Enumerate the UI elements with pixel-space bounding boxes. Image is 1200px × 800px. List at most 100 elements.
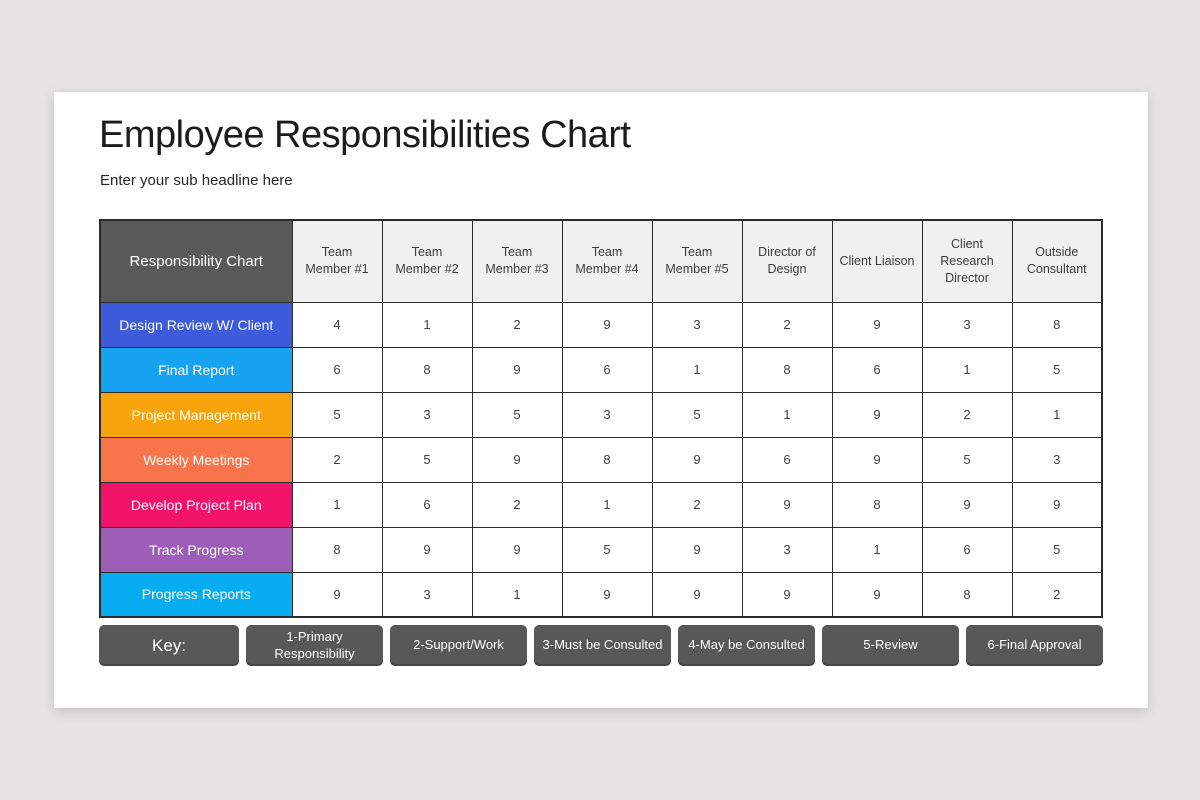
legend-key-label: Key: [99, 625, 239, 666]
table-cell-value: 9 [831, 571, 923, 618]
table-cell-value: 6 [381, 481, 473, 528]
column-header: Team Member #4 [561, 219, 653, 303]
table-cell-value: 6 [831, 346, 923, 393]
table-cell-value: 2 [471, 301, 563, 348]
table-row: Develop Project Plan 1 6 2 1 2 9 8 9 9 [99, 481, 1103, 528]
table-cell-value: 8 [381, 346, 473, 393]
table-cell-value: 6 [741, 436, 833, 483]
table-cell-value: 5 [471, 391, 563, 438]
table-header-row: Responsibility Chart Team Member #1 Team … [99, 219, 1103, 303]
table-cell-value: 1 [561, 481, 653, 528]
row-label: Design Review W/ Client [99, 301, 293, 348]
legend-item: 3-Must be Consulted [534, 625, 671, 666]
table-cell-value: 3 [651, 301, 743, 348]
table-cell-value: 9 [471, 436, 563, 483]
row-label: Track Progress [99, 526, 293, 573]
table-cell-value: 1 [291, 481, 383, 528]
table-cell-value: 1 [381, 301, 473, 348]
row-label: Progress Reports [99, 571, 293, 618]
column-header: Team Member #5 [651, 219, 743, 303]
legend-item: 6-Final Approval [966, 625, 1103, 666]
table-row: Progress Reports 9 3 1 9 9 9 9 8 2 [99, 571, 1103, 618]
table-cell-value: 2 [471, 481, 563, 528]
row-label: Project Management [99, 391, 293, 438]
table-cell-value: 3 [741, 526, 833, 573]
table-cell-value: 1 [831, 526, 923, 573]
table-cell-value: 5 [381, 436, 473, 483]
table-cell-value: 2 [651, 481, 743, 528]
page-subtitle: Enter your sub headline here [100, 172, 293, 189]
table-row: Final Report 6 8 9 6 1 8 6 1 5 [99, 346, 1103, 393]
table-cell-value: 5 [921, 436, 1013, 483]
table-cell-value: 6 [291, 346, 383, 393]
table-row: Design Review W/ Client 4 1 2 9 3 2 9 3 8 [99, 301, 1103, 348]
table-cell-value: 9 [831, 301, 923, 348]
table-cell-value: 5 [1011, 526, 1103, 573]
table-cell-value: 3 [1011, 436, 1103, 483]
table-cell-value: 9 [471, 526, 563, 573]
legend-item: 1-Primary Responsibility [246, 625, 383, 666]
table-cell-value: 9 [651, 526, 743, 573]
row-label: Weekly Meetings [99, 436, 293, 483]
table-cell-value: 8 [921, 571, 1013, 618]
column-header: Team Member #2 [381, 219, 473, 303]
table-cell-value: 2 [1011, 571, 1103, 618]
table-cell-value: 3 [381, 571, 473, 618]
table-cell-value: 4 [291, 301, 383, 348]
column-header: Director of Design [741, 219, 833, 303]
table-cell-value: 9 [471, 346, 563, 393]
table-cell-value: 1 [921, 346, 1013, 393]
table-cell-value: 2 [291, 436, 383, 483]
table-cell-value: 8 [1011, 301, 1103, 348]
table-row: Weekly Meetings 2 5 9 8 9 6 9 5 3 [99, 436, 1103, 483]
table-cell-value: 9 [381, 526, 473, 573]
table-cell-value: 9 [741, 571, 833, 618]
table-cell-value: 5 [291, 391, 383, 438]
table-cell-value: 8 [741, 346, 833, 393]
responsibility-table: Responsibility Chart Team Member #1 Team … [99, 219, 1103, 618]
legend-item: 5-Review [822, 625, 959, 666]
table-cell-value: 2 [921, 391, 1013, 438]
table-row: Project Management 5 3 5 3 5 1 9 2 1 [99, 391, 1103, 438]
table-cell-value: 9 [921, 481, 1013, 528]
slide-card: Employee Responsibilities Chart Enter yo… [54, 92, 1148, 708]
table-cell-value: 1 [651, 346, 743, 393]
page-title: Employee Responsibilities Chart [99, 114, 631, 156]
table-cell-value: 9 [651, 571, 743, 618]
table-cell-value: 8 [831, 481, 923, 528]
table-cell-value: 3 [921, 301, 1013, 348]
table-cell-value: 1 [741, 391, 833, 438]
column-header: Client Liaison [831, 219, 923, 303]
table-cell-value: 9 [561, 301, 653, 348]
table-cell-value: 5 [561, 526, 653, 573]
column-header: Team Member #3 [471, 219, 563, 303]
table-cell-value: 9 [561, 571, 653, 618]
table-cell-value: 2 [741, 301, 833, 348]
table-cell-value: 1 [1011, 391, 1103, 438]
table-cell-value: 6 [561, 346, 653, 393]
table-cell-value: 3 [561, 391, 653, 438]
table-cell-value: 1 [471, 571, 563, 618]
legend-item: 4-May be Consulted [678, 625, 815, 666]
table-cell-value: 9 [831, 436, 923, 483]
column-header: Outside Consultant [1011, 219, 1103, 303]
column-header: Team Member #1 [291, 219, 383, 303]
table-cell-value: 8 [561, 436, 653, 483]
table-cell-value: 6 [921, 526, 1013, 573]
table-corner-header: Responsibility Chart [99, 219, 293, 303]
legend-item: 2-Support/Work [390, 625, 527, 666]
table-cell-value: 5 [1011, 346, 1103, 393]
row-label: Final Report [99, 346, 293, 393]
table-cell-value: 9 [831, 391, 923, 438]
legend-row: Key: 1-Primary Responsibility 2-Support/W… [99, 625, 1103, 666]
row-label: Develop Project Plan [99, 481, 293, 528]
table-row: Track Progress 8 9 9 5 9 3 1 6 5 [99, 526, 1103, 573]
table-cell-value: 8 [291, 526, 383, 573]
table-cell-value: 3 [381, 391, 473, 438]
table-cell-value: 9 [1011, 481, 1103, 528]
table-cell-value: 9 [651, 436, 743, 483]
table-cell-value: 9 [291, 571, 383, 618]
table-cell-value: 9 [741, 481, 833, 528]
table-cell-value: 5 [651, 391, 743, 438]
column-header: Client Research Director [921, 219, 1013, 303]
